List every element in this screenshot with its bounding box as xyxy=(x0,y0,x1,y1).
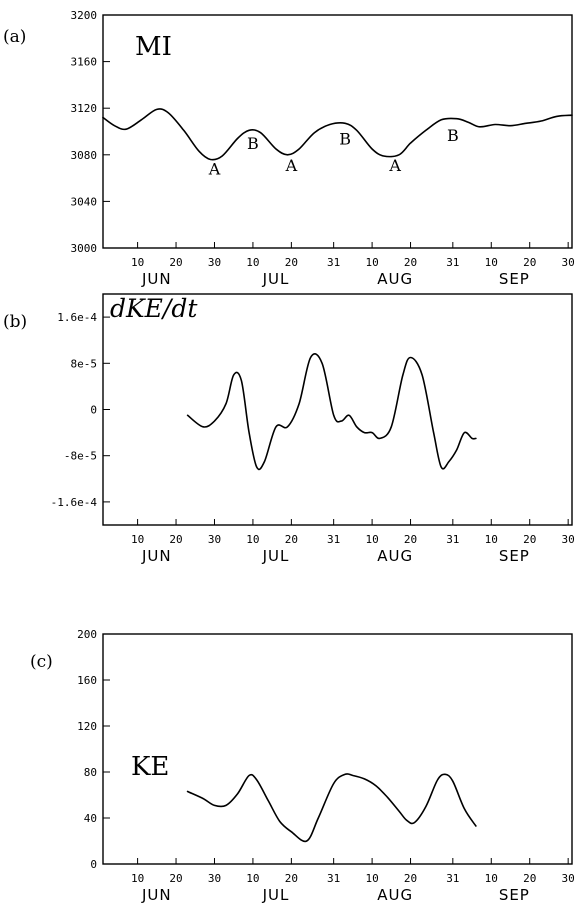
plot-frame xyxy=(102,14,573,249)
y-tick-label: 0 xyxy=(90,858,97,871)
extremum-annotation: B xyxy=(339,129,351,148)
month-label: JUN xyxy=(141,886,172,904)
panel-title: MI xyxy=(135,32,172,62)
x-tick-label: 10 xyxy=(365,533,378,546)
y-tick-label: 3080 xyxy=(71,149,98,162)
series-line-1 xyxy=(186,773,477,843)
x-tick-label: 20 xyxy=(285,256,298,269)
y-tick-label: 3120 xyxy=(71,102,98,115)
chart-panel-3: 0 40 80 120 160 200 10 20 30 10 20 31 10 20 31 10 20 30 JU… xyxy=(30,628,575,904)
x-tick-label: 30 xyxy=(208,256,221,269)
x-tick-label: 10 xyxy=(485,256,498,269)
y-tick-label: 8e-5 xyxy=(71,357,98,370)
month-label: AUG xyxy=(377,547,413,565)
x-tick-label: 31 xyxy=(327,256,340,269)
x-tick-label: 20 xyxy=(285,533,298,546)
x-tick-label: 30 xyxy=(562,533,575,546)
plot-frame xyxy=(102,293,573,526)
extremum-annotation: A xyxy=(285,156,298,175)
month-label: SEP xyxy=(499,547,530,565)
panel-label: (b) xyxy=(3,312,27,332)
y-tick-label: 3160 xyxy=(71,56,98,69)
y-tick-label: 3200 xyxy=(71,9,98,22)
y-tick-label: 160 xyxy=(77,674,97,687)
y-tick-label: -8e-5 xyxy=(64,450,97,463)
x-tick-label: 20 xyxy=(404,533,417,546)
y-tick-label: 3000 xyxy=(71,242,98,255)
x-tick-label: 10 xyxy=(246,533,259,546)
y-tick-label: 0 xyxy=(90,404,97,417)
y-tick-label: 3040 xyxy=(71,195,98,208)
x-tick-label: 10 xyxy=(131,533,144,546)
x-tick-label: 10 xyxy=(365,256,378,269)
x-tick-label: 20 xyxy=(523,533,536,546)
x-tick-label: 31 xyxy=(327,533,340,546)
x-tick-label: 20 xyxy=(404,872,417,885)
x-tick-label: 31 xyxy=(446,533,459,546)
month-label: SEP xyxy=(499,886,530,904)
x-tick-label: 20 xyxy=(169,256,182,269)
panel-label: (a) xyxy=(3,27,26,47)
x-tick-label: 10 xyxy=(246,872,259,885)
x-tick-label: 30 xyxy=(208,872,221,885)
extremum-annotation: A xyxy=(388,156,401,175)
x-tick-label: 20 xyxy=(523,256,536,269)
y-tick-label: 120 xyxy=(77,720,97,733)
x-tick-label: 10 xyxy=(246,256,259,269)
panel-title: KE xyxy=(131,752,169,782)
extremum-annotation: A xyxy=(208,160,221,179)
month-label: SEP xyxy=(499,270,530,288)
x-tick-label: 10 xyxy=(131,256,144,269)
x-tick-label: 31 xyxy=(446,872,459,885)
x-tick-label: 20 xyxy=(169,533,182,546)
x-tick-label: 10 xyxy=(485,872,498,885)
chart-panel-2: -1.6e-4 -8e-5 0 8e-5 1.6e-4 10 20 30 10 20 31 10 20 3… xyxy=(3,293,575,565)
extremum-annotation: B xyxy=(247,134,259,153)
x-tick-label: 20 xyxy=(169,872,182,885)
extremum-annotation: B xyxy=(447,126,459,145)
x-tick-label: 10 xyxy=(131,872,144,885)
plot-frame xyxy=(102,633,573,865)
month-label: JUL xyxy=(262,270,290,288)
x-tick-label: 30 xyxy=(208,533,221,546)
y-tick-label: -1.6e-4 xyxy=(51,496,98,509)
panel-label: (c) xyxy=(30,652,53,672)
x-tick-label: 10 xyxy=(485,533,498,546)
x-tick-label: 10 xyxy=(365,872,378,885)
series-line-1 xyxy=(102,108,573,161)
x-tick-label: 30 xyxy=(562,256,575,269)
month-label: JUL xyxy=(262,547,290,565)
month-label: AUG xyxy=(377,886,413,904)
y-tick-label: 1.6e-4 xyxy=(57,311,97,324)
x-tick-label: 20 xyxy=(523,872,536,885)
x-tick-label: 31 xyxy=(327,872,340,885)
x-tick-label: 20 xyxy=(404,256,417,269)
y-tick-label: 40 xyxy=(84,812,97,825)
y-tick-label: 80 xyxy=(84,766,97,779)
x-tick-label: 31 xyxy=(446,256,459,269)
x-tick-label: 30 xyxy=(562,872,575,885)
y-tick-label: 200 xyxy=(77,628,97,641)
month-label: AUG xyxy=(377,270,413,288)
month-label: JUL xyxy=(262,886,290,904)
month-label: JUN xyxy=(141,270,172,288)
panel-title: dKE/dt xyxy=(110,294,198,323)
month-label: JUN xyxy=(141,547,172,565)
series-line-1 xyxy=(186,353,477,471)
x-tick-label: 20 xyxy=(285,872,298,885)
